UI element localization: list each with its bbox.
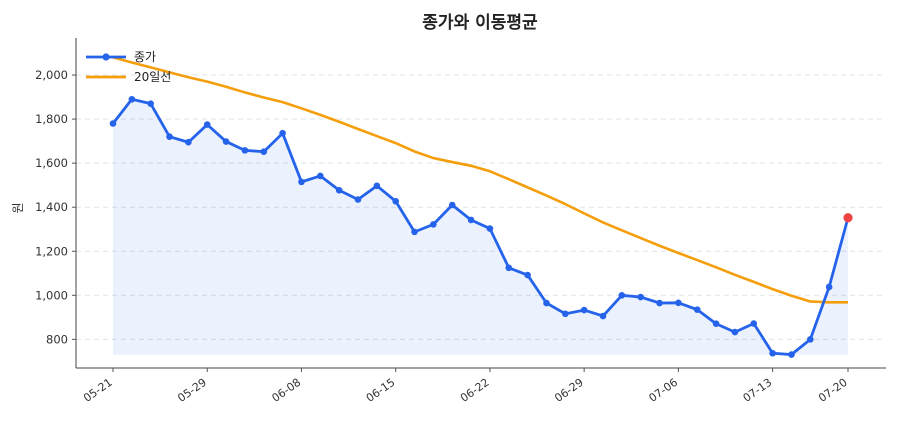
x-tick-label: 07-06 [646, 376, 680, 405]
close-price-point [731, 328, 739, 336]
close-price-point [769, 349, 776, 357]
axes [72, 38, 886, 372]
legend-label-ma20: 20일선 [134, 70, 171, 84]
series-layer [109, 56, 853, 358]
close-price-point [373, 182, 381, 190]
y-tick-label: 1,200 [35, 244, 68, 258]
y-tick-label: 1,000 [35, 288, 68, 302]
x-tick-label: 05-21 [81, 376, 115, 405]
y-tick-label: 800 [46, 332, 68, 346]
close-price-point [524, 271, 531, 279]
y-tick-label: 1,800 [35, 112, 68, 126]
close-price-point [675, 299, 682, 307]
close-price-point [788, 351, 795, 358]
close-price-point [825, 283, 833, 291]
x-tick-label: 06-15 [364, 376, 398, 405]
chart-title: 종가와 이동평균 [422, 13, 538, 33]
close-price-point [317, 172, 324, 180]
close-price-point [109, 120, 117, 127]
close-price-point [203, 121, 211, 128]
close-price-point [656, 299, 663, 307]
close-price-point [505, 264, 513, 272]
y-tick-label: 1,600 [35, 156, 68, 170]
latest-close-point [843, 213, 853, 223]
x-tick-label: 05-29 [175, 376, 209, 405]
close-price-point [807, 336, 814, 343]
close-price-point [392, 197, 399, 205]
close-price-point [448, 201, 456, 209]
close-price-point [618, 292, 626, 299]
close-price-point [147, 100, 154, 107]
close-price-point [335, 186, 343, 194]
close-price-point [712, 320, 720, 328]
close-price-point [637, 293, 644, 301]
close-price-point [467, 216, 475, 224]
x-tick-label: 06-22 [458, 376, 492, 405]
close-price-point [185, 138, 192, 146]
close-price-point [222, 138, 230, 145]
legend-label-close: 종가 [134, 50, 156, 64]
legend: 종가 20일선 [86, 50, 171, 84]
y-tick-label: 1,400 [35, 200, 68, 214]
close-price-point [543, 299, 550, 307]
close-price-point [693, 306, 701, 313]
x-tick-label: 06-29 [552, 376, 586, 405]
y-axis-label: 원 [11, 202, 25, 213]
close-price-point [486, 225, 494, 232]
close-price-point [241, 147, 249, 154]
close-price-point [750, 320, 758, 327]
close-price-point [430, 221, 437, 228]
close-price-point [599, 312, 607, 320]
close-price-point [298, 178, 305, 186]
y-tick-label: 2,000 [35, 68, 68, 82]
close-price-area [113, 99, 848, 355]
x-tick-label: 07-20 [816, 376, 850, 405]
x-tick-label: 07-13 [741, 376, 775, 405]
close-price-point [411, 228, 418, 236]
close-price-point [562, 310, 569, 318]
close-price-point [166, 133, 173, 141]
close-price-line [111, 97, 850, 356]
close-price-point [354, 196, 362, 203]
close-price-point [279, 129, 286, 137]
ma20-line [112, 56, 848, 304]
close-price-point [260, 148, 268, 155]
close-price-point [580, 306, 588, 314]
grid-lines [76, 74, 886, 340]
legend-marker-close [102, 53, 110, 61]
close-price-point [128, 95, 136, 103]
x-tick-label: 06-08 [270, 376, 304, 405]
